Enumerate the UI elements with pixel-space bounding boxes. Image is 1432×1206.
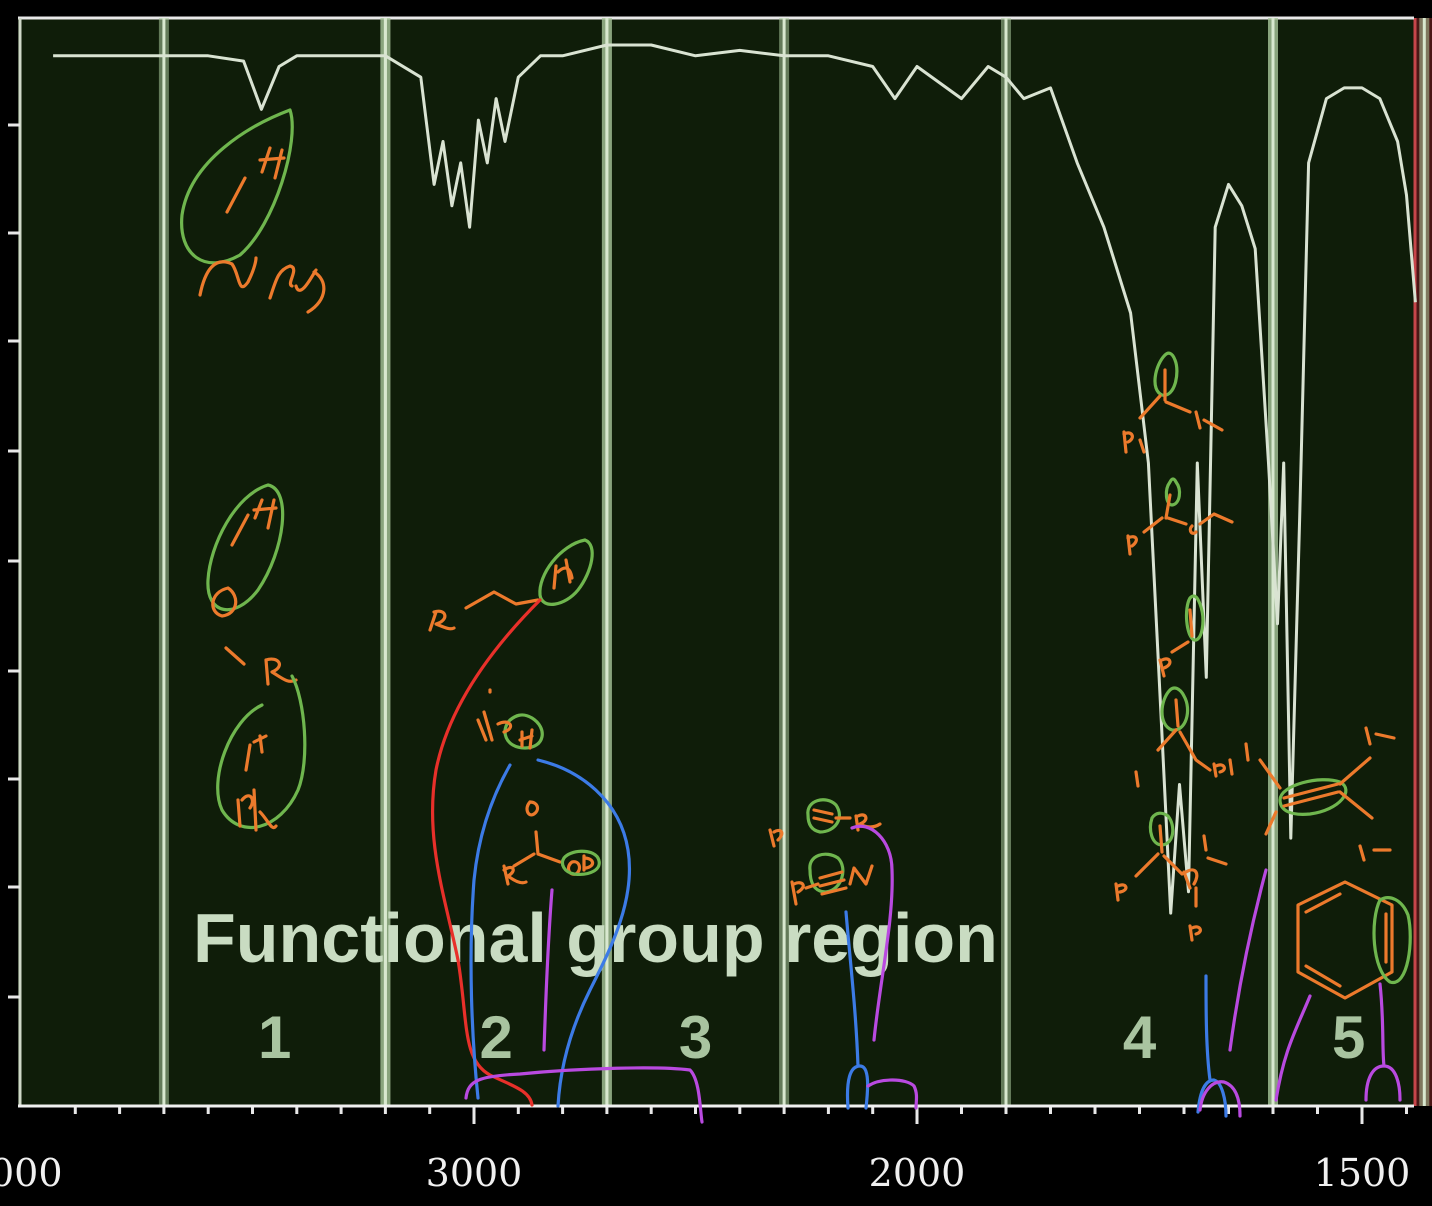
annotation-ester (1164, 477, 1182, 507)
annotation-benzene (1296, 880, 1394, 1000)
annotation-ester-text (1126, 493, 1234, 556)
handwritten-annotations (180, 108, 1412, 1124)
annotation-connector-blue-4 (1196, 974, 1228, 1118)
region-label-4: 4 (1123, 1004, 1157, 1071)
annotation-sp3-text (428, 558, 574, 632)
x-tick-labels: 000 3000 2000 1500 (0, 1151, 1410, 1195)
functional-group-title: Functional group region (193, 899, 998, 977)
x-tick-label: 000 (0, 1151, 63, 1195)
annotation-amide-text (1114, 824, 1228, 942)
x-tick-label: 3000 (426, 1151, 523, 1195)
plot-area (18, 18, 1414, 1106)
annotation-connector-purple-4 (1198, 868, 1268, 1118)
annotation-acid-halide-text (1158, 608, 1194, 678)
annotation-connector-purple-2 (464, 888, 704, 1124)
y-axis-ticks (8, 123, 20, 999)
annotation-alcohol-text (211, 498, 298, 686)
annotation-connector-purple-5a (1274, 994, 1312, 1102)
annotation-alcohol (206, 483, 285, 612)
region-label-2: 2 (479, 1004, 512, 1071)
annotation-ketone (1153, 351, 1179, 397)
annotation-sp3-ch (538, 538, 594, 606)
annotation-aldehyde-carbonyl (1160, 686, 1190, 732)
annotation-connector-blue-right (536, 758, 632, 1108)
annotation-amide (1148, 811, 1175, 847)
annotation-alkyne-text (768, 808, 882, 848)
annotation-amine-text (198, 146, 326, 314)
annotation-connector-blue-left (469, 763, 512, 1100)
annotation-aldehyde-text (476, 688, 534, 750)
annotation-aldehyde (503, 713, 544, 750)
region-label-5: 5 (1332, 1004, 1365, 1071)
region-label-3: 3 (679, 1004, 712, 1071)
annotation-connector-purple-3 (850, 824, 919, 1110)
annotation-acid-halide (1184, 594, 1205, 642)
annotation-ketone-text (1122, 368, 1224, 454)
annotation-benzene-bond (1372, 896, 1412, 984)
annotation-alkyne (806, 798, 841, 834)
annotation-carboxyl-oh (560, 849, 601, 876)
x-tick-label: 2000 (869, 1151, 966, 1195)
annotation-connector-blue-3 (844, 910, 870, 1110)
annotation-amine (180, 108, 294, 265)
x-tick-label: 1500 (1314, 1151, 1411, 1195)
annotation-alkene (1278, 778, 1348, 816)
annotation-acid-text (236, 734, 278, 832)
annotation-nitrile-text (790, 864, 874, 906)
annotation-alkene-text (1258, 726, 1396, 862)
region-label-1: 1 (258, 1004, 291, 1071)
annotation-aldehyde-carbonyl-text (1134, 698, 1250, 788)
annotation-connector-red (430, 598, 542, 1107)
annotation-connector-purple-5b (1364, 982, 1402, 1102)
spectrum-line (53, 43, 1417, 915)
